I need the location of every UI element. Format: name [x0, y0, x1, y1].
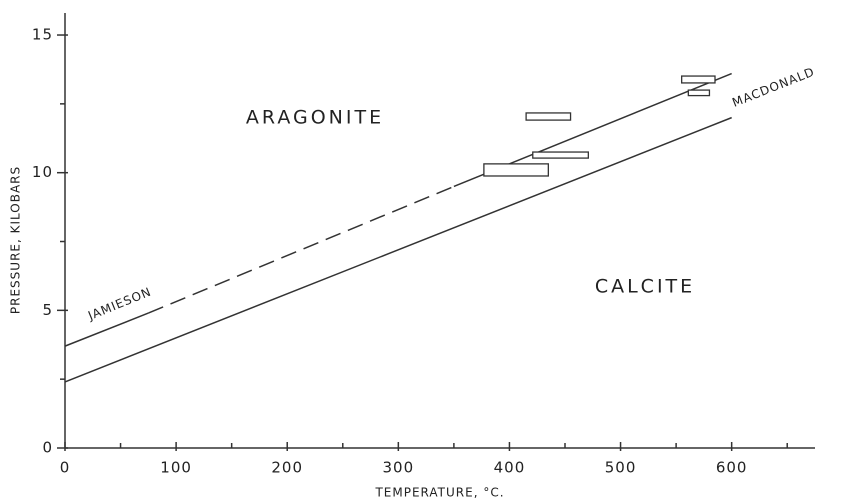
- data-box: [532, 151, 589, 159]
- data-box: [525, 112, 572, 121]
- x-axis-label: TEMPERATURE, °C.: [374, 486, 504, 500]
- data-box: [687, 89, 711, 97]
- x-tick-label: 500: [605, 459, 637, 477]
- region-label: ARAGONITE: [246, 107, 384, 129]
- y-tick-label: 5: [42, 301, 53, 319]
- x-tick-label: 200: [271, 459, 303, 477]
- data-box: [483, 163, 549, 177]
- data-box: [681, 75, 716, 84]
- region-label: CALCITE: [595, 276, 695, 298]
- y-tick-label: 10: [32, 163, 53, 181]
- x-tick-label: 0: [60, 459, 71, 477]
- phase-boundary: [64, 312, 149, 347]
- phase-boundary: [64, 116, 732, 383]
- y-tick-label: 0: [42, 439, 53, 457]
- x-tick-label: 600: [716, 459, 748, 477]
- series-label: MACDONALD: [730, 65, 817, 110]
- y-axis-label: PRESSURE, KILOBARS: [9, 166, 23, 314]
- series-label: JAMIESON: [85, 285, 153, 324]
- y-tick-label: 15: [32, 26, 53, 44]
- x-tick-label: 100: [160, 459, 192, 477]
- phase-boundary: [148, 185, 455, 314]
- x-tick-label: 300: [383, 459, 415, 477]
- x-tick-label: 400: [494, 459, 526, 477]
